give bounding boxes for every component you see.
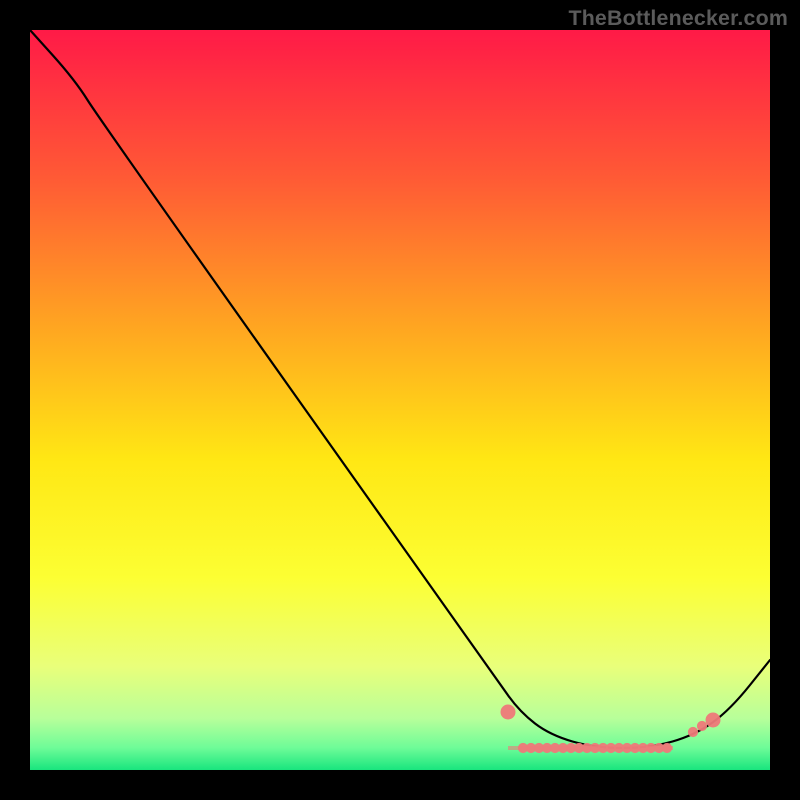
watermark-text: TheBottlenecker.com (568, 6, 788, 31)
data-marker (662, 743, 671, 752)
chart-canvas: TheBottlenecker.com (0, 0, 800, 800)
data-marker (697, 721, 706, 730)
bottleneck-chart (0, 0, 800, 800)
data-marker (706, 713, 720, 727)
data-marker (688, 727, 697, 736)
data-marker (501, 705, 515, 719)
chart-gradient-background (30, 30, 770, 770)
